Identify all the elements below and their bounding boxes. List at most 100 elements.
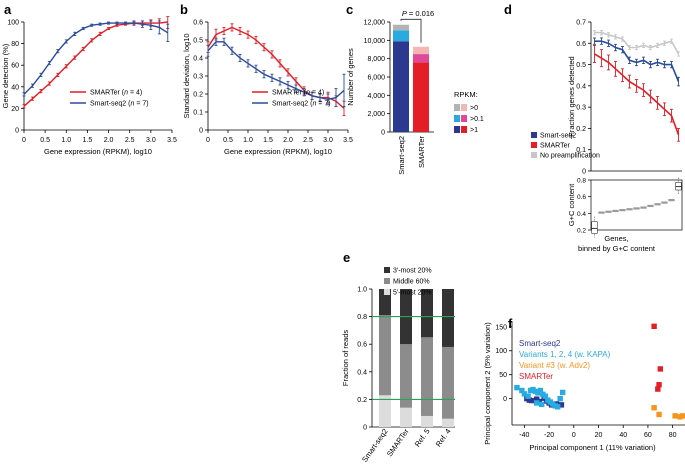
scatter-point [558, 402, 565, 408]
y-tick-label: 0 [363, 425, 367, 432]
legend-n-value: = 4) [128, 90, 142, 97]
bar-segment [393, 30, 409, 42]
y-tick-label: 1.0 [357, 287, 367, 294]
y-tick-label: 0.4 [576, 83, 586, 90]
scatter-point [559, 389, 566, 396]
box [633, 207, 640, 210]
y-tick-label: 60 [11, 63, 19, 70]
p-value-label: P = 0.016 [402, 9, 434, 18]
scatter-point [557, 395, 563, 402]
y-tick-label: 0.7 [576, 20, 586, 27]
bar-segment-3prime [379, 289, 391, 316]
box [619, 209, 626, 212]
legend-label: SMARTer [519, 372, 553, 381]
panel-b: 0 0.5 1.0 1.5 2.0 2.5 3.0 3.5 0 0.1 0.2 0.3 0.4 0.5 0.… [182, 20, 353, 157]
x-tick-label: Smart-seq2 [360, 427, 390, 464]
panel-label-f: f [508, 316, 513, 331]
bar-segment-middle [421, 337, 433, 416]
scatter-point [656, 411, 662, 418]
legend-label: >0.1 [470, 116, 484, 123]
legend-swatch [384, 278, 390, 284]
panel-label-b: b [180, 2, 188, 17]
panel-c: 0 2,000 4,000 6,000 8,000 10,000 12,000 Number … [346, 9, 484, 175]
p-value: = 0.016 [407, 9, 434, 18]
inset-frame [590, 179, 683, 231]
legend-label: Smart-seq2 (n = 7) [272, 101, 331, 108]
panel-d: 0 0.1 0.2 0.3 0.4 0.5 0.6 0.7 Fraction genes det… [531, 20, 683, 253]
x-tick-label: 3.0 [146, 137, 156, 144]
legend-label: Smart-seq2 [519, 339, 561, 348]
legend-swatch [531, 152, 537, 158]
box [591, 221, 598, 234]
y-tick-label: 0 [199, 128, 203, 135]
x-tick-label: Ref. 5 [413, 427, 432, 449]
y-tick-label: 0.4 [577, 211, 586, 218]
box [668, 199, 675, 202]
series-line-smart-seq2 [23, 22, 169, 95]
legend-n-value: = 4) [310, 90, 324, 97]
y-tick-label: 0.8 [357, 314, 367, 321]
panel-label-d: d [504, 2, 512, 17]
bar-segment [413, 46, 429, 55]
x-tick-label: 20 [595, 432, 603, 439]
legend-swatch [454, 115, 460, 122]
x-tick-label: 0 [22, 137, 26, 144]
y-tick-label: 80 [11, 41, 19, 48]
y-tick-label: 0.5 [193, 38, 203, 45]
box [626, 208, 633, 211]
bar-segment-middle [400, 344, 412, 408]
y-tick-label: 0.2 [576, 126, 586, 133]
y-tick-label: 0 [15, 128, 19, 135]
x-tick-label: 2.5 [303, 137, 313, 144]
x-tick-label: 1.5 [83, 137, 93, 144]
scatter-point [656, 382, 662, 388]
x-tick-label: -40 [519, 432, 529, 439]
y-tick-label: 150 [495, 324, 507, 331]
x-tick-label: 0 [572, 432, 576, 439]
box [640, 206, 647, 209]
scatter-point [538, 401, 545, 408]
x-tick-label: 1.5 [263, 137, 273, 144]
y-tick-label: 0 [582, 169, 586, 176]
legend-label: No preamplification [540, 153, 600, 160]
legend-label: 3′-most 20% [393, 268, 432, 275]
y-tick-label: 0.6 [577, 194, 586, 201]
scatter-point [519, 387, 525, 394]
legend-swatch [454, 126, 460, 133]
panel-e: 0 0.2 0.4 0.6 0.8 1.0 Fraction of reads Smart-s… [341, 267, 455, 464]
legend-label: Smart-seq2 [540, 133, 576, 140]
x-tick-label: Smart-seq2 [397, 136, 406, 175]
scatter-point [651, 405, 657, 411]
x-tick-label: 80 [669, 432, 677, 439]
p-symbol: P [402, 9, 407, 18]
x-axis-label-line2: binned by G+C content [578, 244, 656, 253]
box [654, 203, 661, 206]
scatter-point [537, 387, 544, 394]
y-axis-label: Fraction genes detected [567, 56, 576, 136]
y-tick-label: 0.1 [193, 110, 203, 117]
y-tick-label: 100 [7, 20, 19, 27]
y-tick-label: 100 [495, 348, 507, 355]
bar-segment-3prime [421, 289, 433, 338]
legend-label: >0 [470, 105, 478, 112]
x-tick-label: 0.5 [223, 137, 233, 144]
legend-n-value: = 7) [316, 101, 330, 108]
legend-n-symbol: n [130, 101, 134, 108]
scatter-point [672, 413, 678, 419]
y-tick-label: 0.6 [357, 342, 367, 349]
box [598, 211, 605, 214]
x-tick-label: 0 [206, 137, 210, 144]
significance-bracket [400, 18, 422, 43]
y-axis-label: Number of genes [346, 48, 355, 106]
legend-title: RPKM: [454, 90, 478, 99]
x-tick-label: 40 [619, 432, 627, 439]
y-axis-label: Fraction of reads [341, 330, 350, 387]
x-tick-label: 2.5 [125, 137, 135, 144]
y-tick-label: 20 [11, 106, 19, 113]
x-tick-label: 2.0 [283, 137, 293, 144]
scatter-point [525, 393, 531, 399]
legend-label: SMARTer [540, 143, 570, 150]
y-tick-label: 0.2 [577, 228, 586, 235]
y-tick-label: 0.3 [576, 105, 586, 112]
